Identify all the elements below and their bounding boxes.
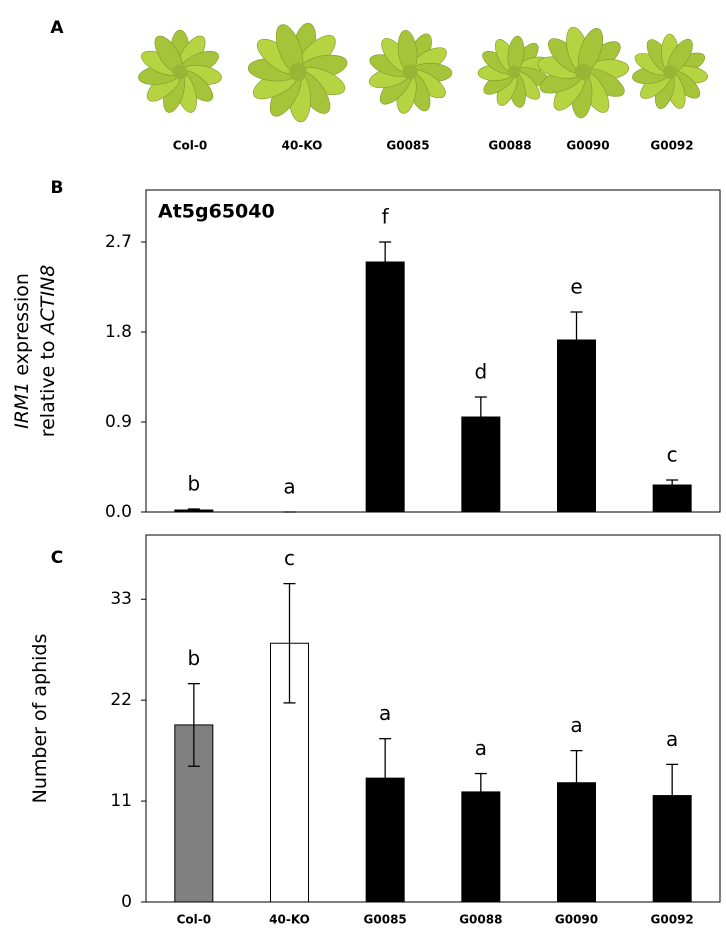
bar	[365, 261, 405, 513]
caption: Col-0	[173, 139, 208, 153]
significance-letter: b	[187, 472, 200, 496]
y-axis-title-part: Number of aphids	[29, 634, 51, 804]
x-tick-label: Col-0	[177, 913, 212, 927]
caption: G0090	[566, 139, 609, 153]
panel-label: A	[50, 18, 64, 38]
significance-letter: f	[382, 205, 390, 229]
y-tick-label: 2.7	[105, 232, 132, 252]
y-axis-title-part: relative to	[37, 334, 59, 437]
annotation: At5g65040	[158, 201, 275, 223]
significance-letter: a	[379, 701, 391, 725]
plot-frame	[145, 189, 721, 513]
x-tick-label: G0085	[364, 913, 407, 927]
significance-letter: e	[570, 275, 582, 299]
y-axis-title: IRM1 expression	[11, 273, 33, 429]
y-tick-label: 11	[110, 791, 132, 811]
caption: G0085	[386, 139, 429, 153]
bar	[557, 782, 596, 903]
y-tick-label: 22	[110, 690, 132, 710]
bar	[557, 339, 596, 513]
bar	[174, 509, 214, 513]
significance-letter: a	[283, 475, 295, 499]
bar	[461, 416, 501, 513]
y-axis-title-part: ACTIN8	[37, 265, 59, 337]
significance-letter: a	[666, 727, 678, 751]
rosette-center	[402, 64, 418, 80]
x-tick-label: G0092	[651, 913, 694, 927]
rosette-center	[663, 65, 677, 79]
significance-letter: a	[570, 713, 582, 737]
panel-label: C	[51, 548, 63, 568]
rosette-center	[172, 64, 188, 80]
plot-frame	[145, 534, 721, 903]
caption: G0088	[488, 139, 531, 153]
y-axis-title-part: expression	[11, 273, 33, 382]
y-tick-label: 0.0	[105, 502, 132, 522]
y-axis-title-part: IRM1	[11, 382, 33, 429]
y-tick-label: 0	[121, 892, 132, 912]
y-axis-title: relative to ACTIN8	[37, 265, 59, 438]
x-tick-label: G0088	[459, 913, 502, 927]
plant-photos	[138, 22, 708, 123]
caption: 40-KO	[282, 139, 323, 153]
rosette-center	[507, 65, 521, 79]
y-axis-title: Number of aphids	[29, 634, 51, 804]
panel-label: B	[51, 178, 64, 198]
y-tick-label: 33	[110, 589, 132, 609]
bar	[652, 484, 692, 513]
caption: G0092	[650, 139, 693, 153]
x-tick-label: 40-KO	[269, 913, 310, 927]
y-tick-label: 0.9	[105, 412, 132, 432]
significance-letter: d	[474, 360, 487, 384]
significance-letter: a	[475, 736, 487, 760]
significance-letter: c	[284, 546, 295, 570]
rosette-center	[574, 63, 592, 81]
rosette-center	[289, 63, 307, 81]
x-tick-label: G0090	[555, 913, 598, 927]
y-tick-label: 1.8	[105, 322, 132, 342]
significance-letter: c	[667, 443, 678, 467]
significance-letter: b	[187, 646, 200, 670]
